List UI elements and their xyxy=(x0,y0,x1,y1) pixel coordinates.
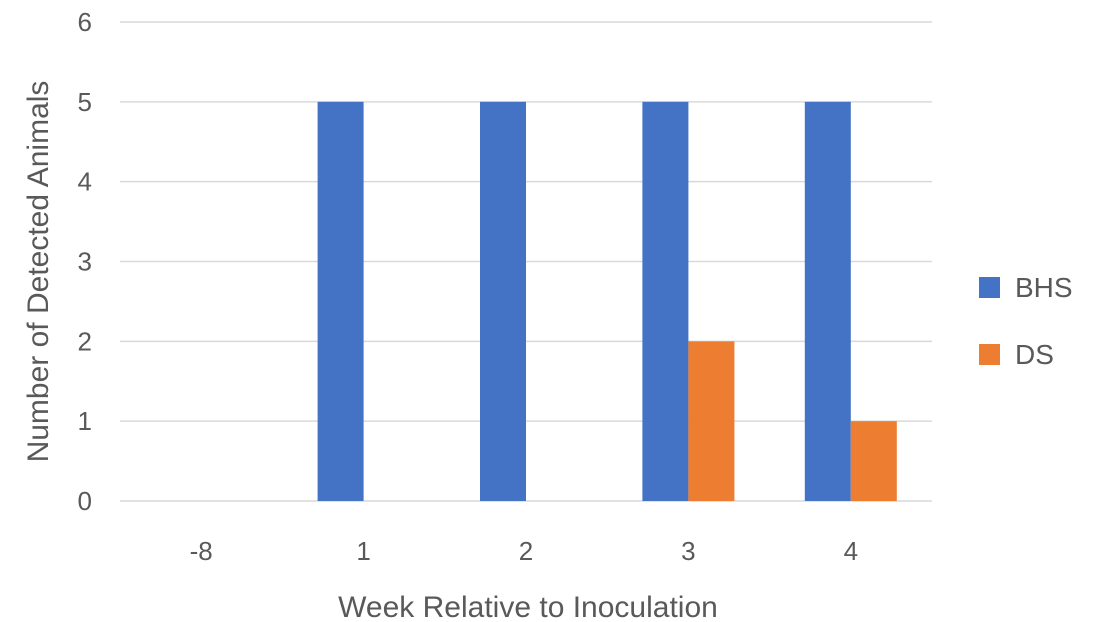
bar-bhs-3 xyxy=(642,101,689,501)
bar-ds-4 xyxy=(850,421,897,501)
y-tick-label: 2 xyxy=(78,326,92,356)
bar-bhs-4 xyxy=(804,101,851,501)
x-tick-label: 1 xyxy=(356,536,370,566)
x-tick-label: 3 xyxy=(681,536,695,566)
y-tick-label: 0 xyxy=(78,486,92,516)
x-tick-label: 4 xyxy=(844,536,858,566)
bar-ds-3 xyxy=(688,341,735,501)
x-tick-label: -8 xyxy=(190,536,213,566)
x-axis-tick-labels: -8 1 2 3 4 xyxy=(190,536,858,566)
legend-label-ds: DS xyxy=(1015,339,1054,370)
y-axis-tick-labels: 0 1 2 3 4 5 6 xyxy=(78,7,92,516)
x-tick-label: 2 xyxy=(519,536,533,566)
legend-label-bhs: BHS xyxy=(1015,272,1073,303)
y-tick-label: 4 xyxy=(78,167,92,197)
bar-bhs-1 xyxy=(317,101,364,501)
legend-swatch-ds xyxy=(979,344,1000,365)
bar-bhs-2 xyxy=(480,101,526,501)
y-tick-label: 1 xyxy=(78,406,92,436)
y-axis-title: Number of Detected Animals xyxy=(22,81,55,463)
legend-swatch-bhs xyxy=(979,277,1000,298)
bars xyxy=(317,101,897,501)
y-tick-label: 3 xyxy=(78,247,92,277)
legend: BHS DS xyxy=(979,272,1073,370)
y-tick-label: 5 xyxy=(78,87,92,117)
x-axis-title: Week Relative to Inoculation xyxy=(338,591,718,622)
y-tick-label: 6 xyxy=(78,7,92,37)
